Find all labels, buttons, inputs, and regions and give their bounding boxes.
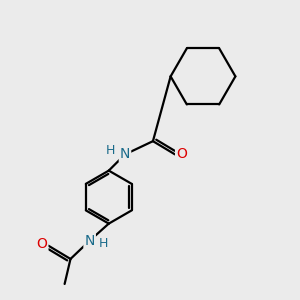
Text: N: N (85, 234, 95, 248)
Text: O: O (37, 237, 47, 251)
Text: H: H (99, 236, 109, 250)
Text: O: O (176, 147, 187, 161)
Text: N: N (120, 147, 130, 161)
Text: H: H (106, 144, 116, 158)
